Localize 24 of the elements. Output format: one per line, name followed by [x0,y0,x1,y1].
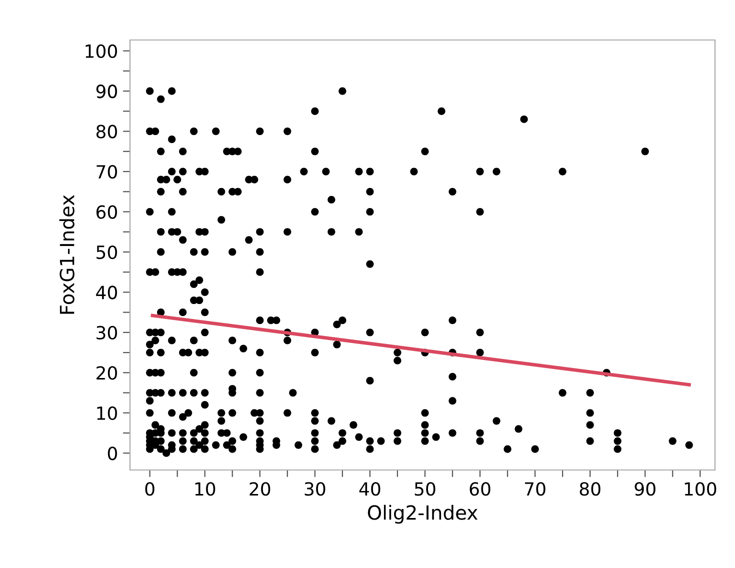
y-tick-label: 100 [86,44,117,58]
y-axis-title: FoxG1-Index [59,195,74,314]
x-tick-label: 100 [684,482,716,496]
x-tick-label: 30 [304,482,326,496]
y-tick-label: 60 [96,205,117,219]
x-tick-label: 20 [250,482,270,496]
x-tick-label: 80 [580,482,600,496]
y-tick-label: 40 [96,286,117,300]
x-tick-label: 60 [470,482,490,496]
x-axis-title: Olig2-Index [368,504,478,524]
y-tick-label: 10 [97,406,117,420]
y-tick-label: 70 [96,164,117,179]
x-tick-label: 0 [145,482,154,496]
x-tick-label: 90 [634,482,656,496]
y-tick-label: 90 [96,84,117,98]
x-tick-label: 10 [195,482,216,496]
x-tick-label: 50 [414,482,436,496]
y-tick-label: 50 [96,245,117,260]
x-tick-label: 40 [359,482,380,496]
y-tick-label: 0 [108,446,117,460]
y-tick-label: 80 [96,124,117,138]
y-tick-label: 20 [96,366,117,380]
x-tick-label: 70 [525,482,546,496]
y-tick-label: 30 [96,326,117,340]
